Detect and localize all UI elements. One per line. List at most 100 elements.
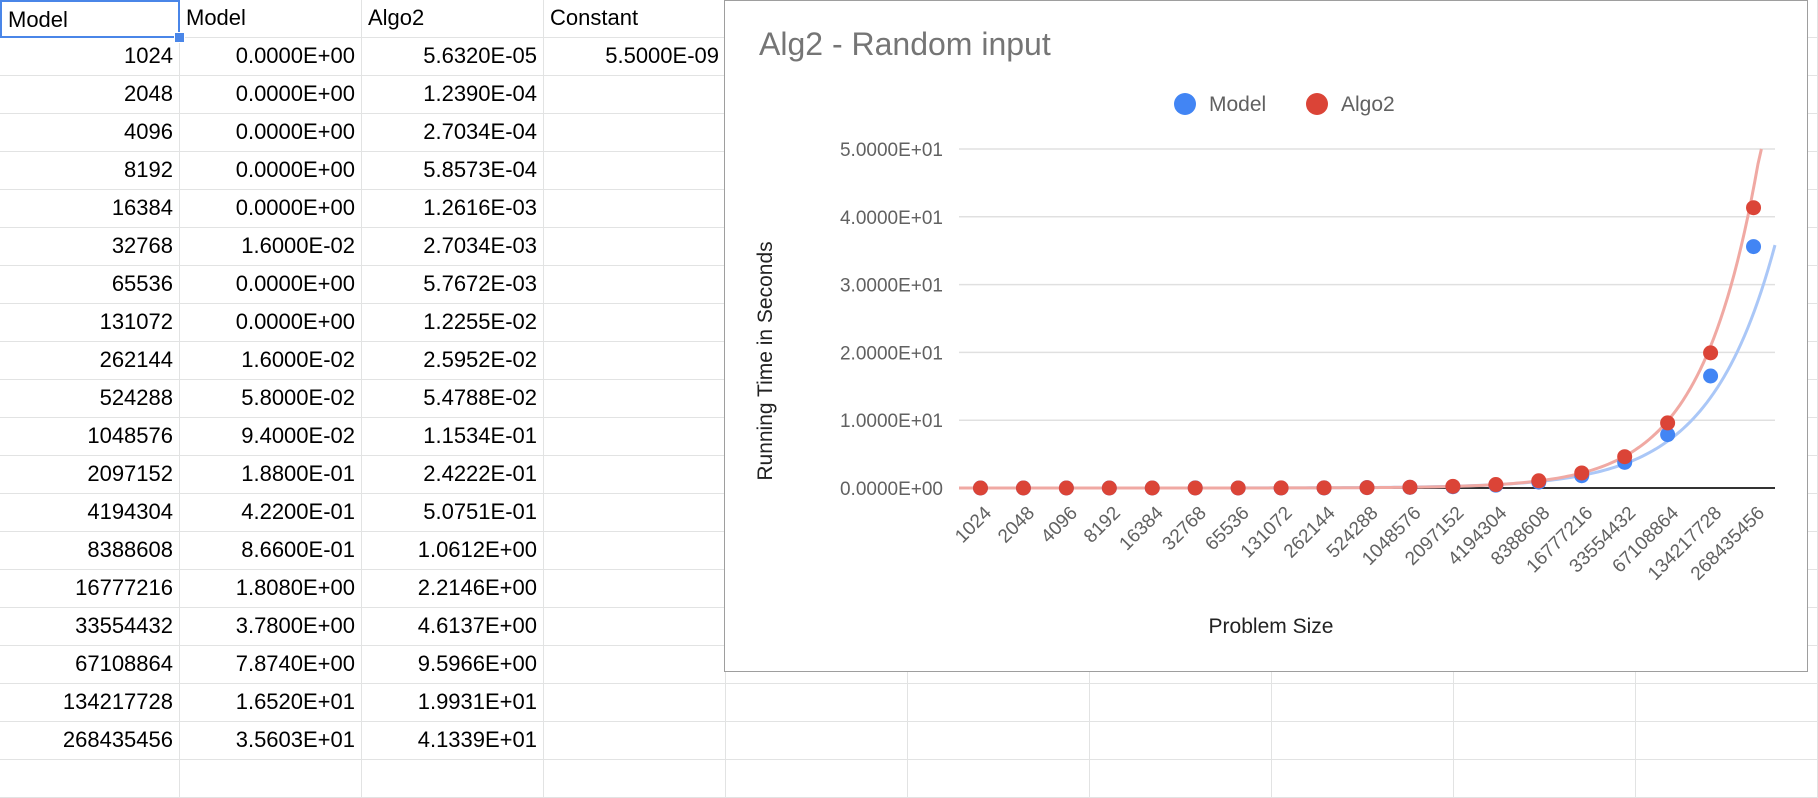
data-cell[interactable]: 65536 — [0, 266, 180, 304]
data-cell[interactable]: 0.0000E+00 — [180, 304, 362, 342]
data-cell[interactable]: 1.9931E+01 — [362, 684, 544, 722]
data-cell[interactable]: 268435456 — [0, 722, 180, 760]
data-cell[interactable]: 1024 — [0, 38, 180, 76]
data-cell[interactable]: 1.6000E-02 — [180, 342, 362, 380]
data-cell[interactable]: 1.2255E-02 — [362, 304, 544, 342]
data-cell[interactable]: 16777216 — [0, 570, 180, 608]
data-cell[interactable]: 5.8000E-02 — [180, 380, 362, 418]
data-cell[interactable]: 262144 — [0, 342, 180, 380]
grid-cell[interactable] — [544, 722, 726, 760]
grid-cell[interactable] — [544, 456, 726, 494]
point-model[interactable] — [1660, 427, 1676, 443]
data-cell[interactable]: 0.0000E+00 — [180, 266, 362, 304]
point-algo2[interactable] — [972, 480, 988, 496]
point-algo2[interactable] — [1445, 478, 1461, 494]
data-cell[interactable]: 8192 — [0, 152, 180, 190]
data-cell[interactable]: 7.8740E+00 — [180, 646, 362, 684]
data-cell[interactable]: 5.8573E-04 — [362, 152, 544, 190]
data-cell[interactable]: 8388608 — [0, 532, 180, 570]
data-cell[interactable]: 1.6520E+01 — [180, 684, 362, 722]
grid-cell[interactable] — [1636, 684, 1818, 722]
grid-cell[interactable] — [908, 760, 1090, 798]
header-cell[interactable]: Constant — [544, 0, 726, 38]
grid-cell[interactable] — [544, 532, 726, 570]
point-algo2[interactable] — [1488, 477, 1504, 493]
data-cell[interactable]: 0.0000E+00 — [180, 114, 362, 152]
data-cell[interactable]: 134217728 — [0, 684, 180, 722]
data-cell[interactable]: 1.1534E-01 — [362, 418, 544, 456]
header-cell[interactable]: Model — [180, 0, 362, 38]
point-model[interactable] — [1746, 239, 1762, 255]
data-cell[interactable]: 0.0000E+00 — [180, 152, 362, 190]
grid-cell[interactable] — [1090, 722, 1272, 760]
data-cell[interactable]: 33554432 — [0, 608, 180, 646]
data-cell[interactable]: 2097152 — [0, 456, 180, 494]
grid-cell[interactable] — [544, 304, 726, 342]
grid-cell[interactable] — [1636, 722, 1818, 760]
grid-cell[interactable] — [544, 190, 726, 228]
grid-cell[interactable] — [0, 760, 180, 798]
data-cell[interactable]: 4.6137E+00 — [362, 608, 544, 646]
grid-cell[interactable] — [544, 76, 726, 114]
grid-cell[interactable] — [544, 380, 726, 418]
point-algo2[interactable] — [1531, 473, 1547, 489]
grid-cell[interactable] — [544, 494, 726, 532]
data-cell[interactable]: 1.8080E+00 — [180, 570, 362, 608]
grid-cell[interactable] — [1636, 760, 1818, 798]
constant-value-cell[interactable]: 5.5000E-09 — [544, 38, 726, 76]
point-algo2[interactable] — [1230, 480, 1246, 496]
grid-cell[interactable] — [726, 684, 908, 722]
data-cell[interactable]: 131072 — [0, 304, 180, 342]
grid-cell[interactable] — [726, 722, 908, 760]
point-algo2[interactable] — [1273, 480, 1289, 496]
data-cell[interactable]: 16384 — [0, 190, 180, 228]
data-cell[interactable]: 0.0000E+00 — [180, 38, 362, 76]
grid-cell[interactable] — [1090, 760, 1272, 798]
data-cell[interactable]: 2.7034E-04 — [362, 114, 544, 152]
header-cell[interactable]: Algo2 — [362, 0, 544, 38]
point-algo2[interactable] — [1660, 415, 1676, 431]
point-algo2[interactable] — [1746, 200, 1762, 216]
point-algo2[interactable] — [1015, 480, 1031, 496]
data-cell[interactable]: 2.4222E-01 — [362, 456, 544, 494]
point-algo2[interactable] — [1144, 480, 1160, 496]
point-algo2[interactable] — [1703, 345, 1719, 361]
data-cell[interactable]: 1.2616E-03 — [362, 190, 544, 228]
grid-cell[interactable] — [180, 760, 362, 798]
point-algo2[interactable] — [1359, 480, 1375, 496]
grid-cell[interactable] — [1272, 684, 1454, 722]
data-cell[interactable]: 67108864 — [0, 646, 180, 684]
data-cell[interactable]: 5.4788E-02 — [362, 380, 544, 418]
chart-container[interactable]: Alg2 - Random input Model Algo2 1024 2048 4… — [724, 0, 1808, 672]
data-cell[interactable]: 1.0612E+00 — [362, 532, 544, 570]
grid-cell[interactable] — [544, 266, 726, 304]
data-cell[interactable]: 2048 — [0, 76, 180, 114]
data-cell[interactable]: 5.6320E-05 — [362, 38, 544, 76]
point-model[interactable] — [1703, 368, 1719, 384]
grid-cell[interactable] — [544, 418, 726, 456]
data-cell[interactable]: 9.4000E-02 — [180, 418, 362, 456]
grid-cell[interactable] — [544, 152, 726, 190]
grid-cell[interactable] — [1454, 722, 1636, 760]
grid-cell[interactable] — [544, 114, 726, 152]
data-cell[interactable]: 0.0000E+00 — [180, 190, 362, 228]
data-cell[interactable]: 8.6600E-01 — [180, 532, 362, 570]
point-algo2[interactable] — [1574, 465, 1590, 481]
point-algo2[interactable] — [1101, 480, 1117, 496]
grid-cell[interactable] — [544, 608, 726, 646]
data-cell[interactable]: 1.8800E-01 — [180, 456, 362, 494]
grid-cell[interactable] — [908, 684, 1090, 722]
data-cell[interactable]: 2.5952E-02 — [362, 342, 544, 380]
point-algo2[interactable] — [1058, 480, 1074, 496]
data-cell[interactable]: 1.6000E-02 — [180, 228, 362, 266]
data-cell[interactable]: 524288 — [0, 380, 180, 418]
grid-cell[interactable] — [544, 760, 726, 798]
data-cell[interactable]: 4.2200E-01 — [180, 494, 362, 532]
data-cell[interactable]: 4.1339E+01 — [362, 722, 544, 760]
point-algo2[interactable] — [1316, 480, 1332, 496]
grid-cell[interactable] — [1272, 760, 1454, 798]
point-algo2[interactable] — [1187, 480, 1203, 496]
data-cell[interactable]: 5.7672E-03 — [362, 266, 544, 304]
grid-cell[interactable] — [1454, 760, 1636, 798]
grid-cell[interactable] — [544, 684, 726, 722]
